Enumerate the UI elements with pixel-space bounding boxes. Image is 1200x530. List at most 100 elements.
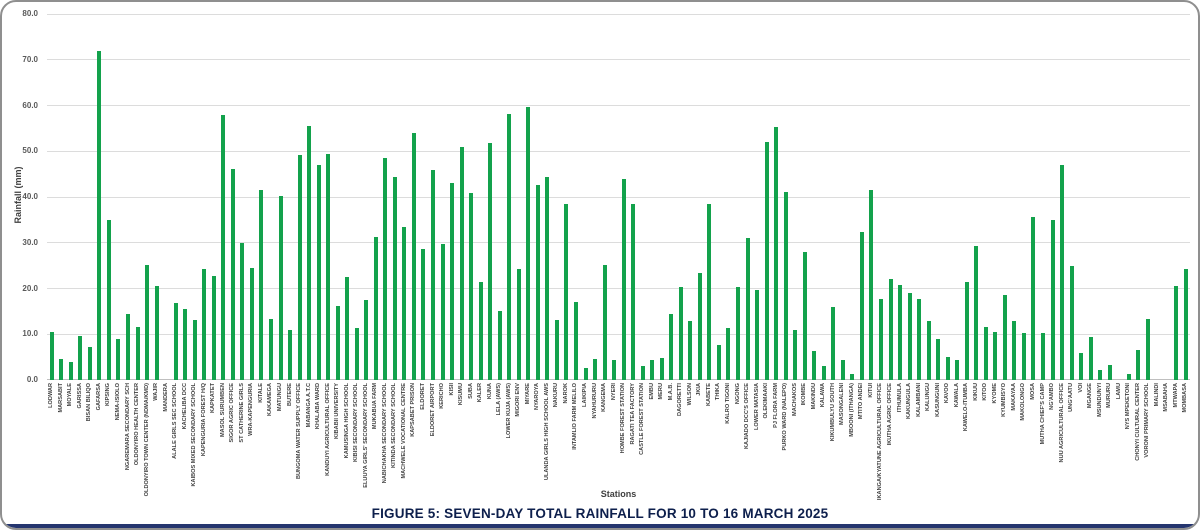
x-axis-label: KAPENGURIA FOREST H/Q [200,383,207,457]
bar [707,204,712,380]
bar [716,345,721,380]
x-axis-label: MALINDI [1153,383,1160,407]
x-axis-label: MTWAPA [1172,383,1179,408]
bar [202,269,207,380]
bar [1050,219,1055,380]
bar [411,132,416,380]
x-axis-labels: LODWAR MARSABIT MOYALE GARISSA BISAN BILIQO G… [47,383,1190,500]
x-axis-label: KALAWA [820,383,827,408]
gridline [47,59,1190,61]
x-axis-label: KANGEMA [601,383,608,412]
bar [326,154,331,380]
x-axis-label: IKUTHA AGRIC OFFICE [887,383,894,446]
x-axis-label: ALALE GIRLS SEC SCHOOL [172,383,179,459]
bar [126,314,131,380]
x-axis-label: KHALABA WARD [315,383,322,430]
bar [955,359,960,380]
x-axis-label: KITOO [982,383,989,401]
x-axis-label: KYUMBISYO [1001,383,1008,417]
x-axis-label: MACHAKOS [791,383,798,416]
bar [288,329,293,380]
bar [68,361,73,380]
x-axis-label: DAGORETTI [677,383,684,416]
x-axis-label: ITHUMULA [896,383,903,413]
bar [945,357,950,380]
bar [106,219,111,380]
bar [497,311,502,380]
bar [221,114,226,380]
bar [917,299,922,380]
x-axis-label: MSABAHA [1163,383,1170,412]
bar [802,251,807,380]
bar [783,192,788,380]
bar [307,125,312,380]
x-axis-label: MOYALE [67,383,74,407]
x-axis-label: KABETE [705,383,712,406]
x-axis-label: NGONG [734,383,741,405]
y-axis-tick-label: 0.0 [26,375,38,384]
bar [1183,269,1188,380]
y-axis-tick-label: 40.0 [22,192,38,201]
bar [1021,333,1026,380]
bar [1136,349,1141,380]
bar [1041,333,1046,380]
x-axis-label: NEMA-ISIOLO [114,383,121,421]
bar [535,185,540,380]
x-axis-title: Stations [600,489,637,499]
bar [688,320,693,380]
x-axis-label: NYAROYA [534,383,541,410]
bar [154,286,159,380]
y-axis-tick-label: 10.0 [22,329,38,339]
bar [1012,321,1017,380]
bar [936,338,941,380]
x-axis-label: EMBU [648,383,655,400]
bar [421,249,426,380]
x-axis-label: VORONI PRIMARY SCHOOL [1144,383,1151,458]
x-axis-label: KISUMU [458,383,465,406]
bar [1002,294,1007,380]
bar [431,169,436,380]
bar [878,299,883,380]
x-axis-label: KAVOO [944,383,951,404]
bar [364,300,369,380]
x-axis-label: NG'AMBO [1049,383,1056,410]
gridline [47,333,1190,335]
x-axis-label: NABICHAKHA SECONDARY SCHOOL [381,383,388,484]
x-axis-label: NGAREMARA SECONDARY SCH [124,383,131,471]
x-axis-label: ULANDA GIRLS HIGH SCHOOL AWS [543,383,550,481]
x-axis-label: NUU AGRICULTURAL OFFICE [1058,383,1065,463]
bar [183,308,188,380]
bottom-border-line [2,524,1198,528]
bar [459,146,464,380]
bar [78,336,83,380]
x-axis-label: CHONYI CULTURAL CENTER [1134,383,1141,461]
x-axis-label: RAGATI TEA FACTORY [629,383,636,445]
bar [926,320,931,380]
bar [526,107,531,380]
x-axis-label: KIBISI SECONDARY SCHOOL [353,383,360,462]
bar [278,196,283,380]
x-axis-label: KAJIADO DCC'S OFFICE [744,383,751,449]
bar [793,329,798,380]
x-axis-label: KISII [448,383,455,396]
bar [335,305,340,380]
bar [240,242,245,380]
x-axis-label: BUTERE [286,383,293,406]
x-axis-label: KAKUNGULA [906,383,913,420]
bar [859,231,864,380]
bar [211,275,216,380]
x-axis-label: BUNGOMA WATER SUPPLY OFFICE [296,383,303,480]
x-axis-label: MUKABUA FARM [372,383,379,430]
bar [268,318,273,380]
bar [612,359,617,380]
x-axis-label: MAKAYAA [1010,383,1017,411]
x-axis-label: LELA (AWS) [496,383,503,416]
bar [1126,373,1131,380]
x-axis-label: KUNA [486,383,493,400]
x-axis-label: PJ FLORA FARM [772,383,779,428]
x-axis-label: KANDUYI AGRICULTURAL OFFICE [324,383,331,476]
x-axis-label: PURKO WARD (NALEPO) [782,383,789,451]
x-axis-label: MERU [658,383,665,400]
x-axis-line [47,379,1190,380]
